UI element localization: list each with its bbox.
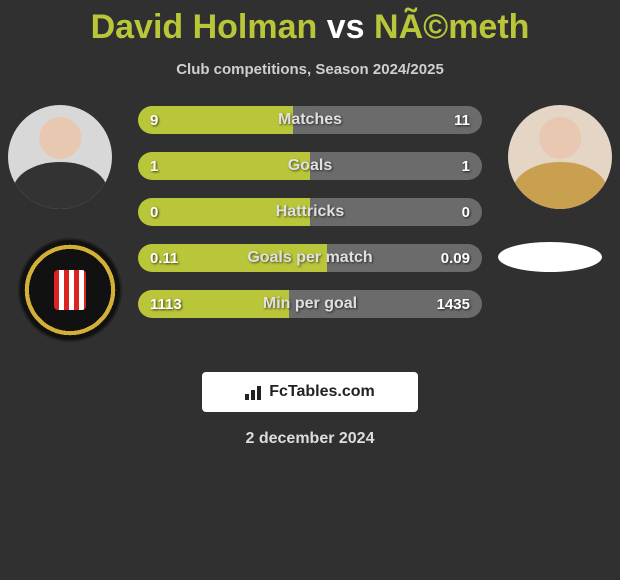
title-vs: vs (327, 8, 365, 46)
player1-club-badge (18, 238, 122, 342)
stat-value-player1: 1113 (150, 290, 182, 318)
stat-row: Min per goal1113 1435 (138, 290, 482, 318)
player1-avatar (8, 105, 112, 209)
player2-avatar (508, 105, 612, 209)
stat-row: Goals per match0.11 0.09 (138, 244, 482, 272)
stat-value-player2: 0 (462, 198, 470, 226)
stat-value-player1: 0.11 (150, 244, 178, 272)
stat-value-player2: 1435 (437, 290, 470, 318)
snapshot-date: 2 december 2024 (0, 430, 620, 448)
stat-value-player1: 0 (150, 198, 158, 226)
stat-value-player2: 0.09 (441, 244, 470, 272)
stat-row: Matches9 11 (138, 106, 482, 134)
stat-value-player1: 1 (150, 152, 158, 180)
title-player2: NÃ©meth (374, 8, 529, 46)
comparison-body: Matches911Goals11Hattricks00Goals per ma… (0, 100, 620, 360)
comparison-title: David Holman vs NÃ©meth (0, 0, 620, 47)
subtitle: Club competitions, Season 2024/2025 (0, 61, 620, 78)
stat-label: Goals (138, 152, 482, 180)
stat-row: Goals1 1 (138, 152, 482, 180)
bar-chart-icon (245, 384, 265, 400)
stat-value-player1: 9 (150, 106, 158, 134)
stat-label: Hattricks (138, 198, 482, 226)
stat-value-player2: 11 (454, 106, 470, 134)
fctables-logo: FcTables.com (202, 372, 418, 412)
stat-value-player2: 1 (462, 152, 470, 180)
stat-bars-container: Matches911Goals11Hattricks00Goals per ma… (138, 106, 482, 336)
stat-label: Matches (138, 106, 482, 134)
stat-label: Min per goal (138, 290, 482, 318)
title-player1: David Holman (91, 8, 318, 46)
player2-club-badge (498, 242, 602, 272)
logo-text: FcTables.com (269, 383, 375, 401)
stat-row: Hattricks0 0 (138, 198, 482, 226)
stat-label: Goals per match (138, 244, 482, 272)
